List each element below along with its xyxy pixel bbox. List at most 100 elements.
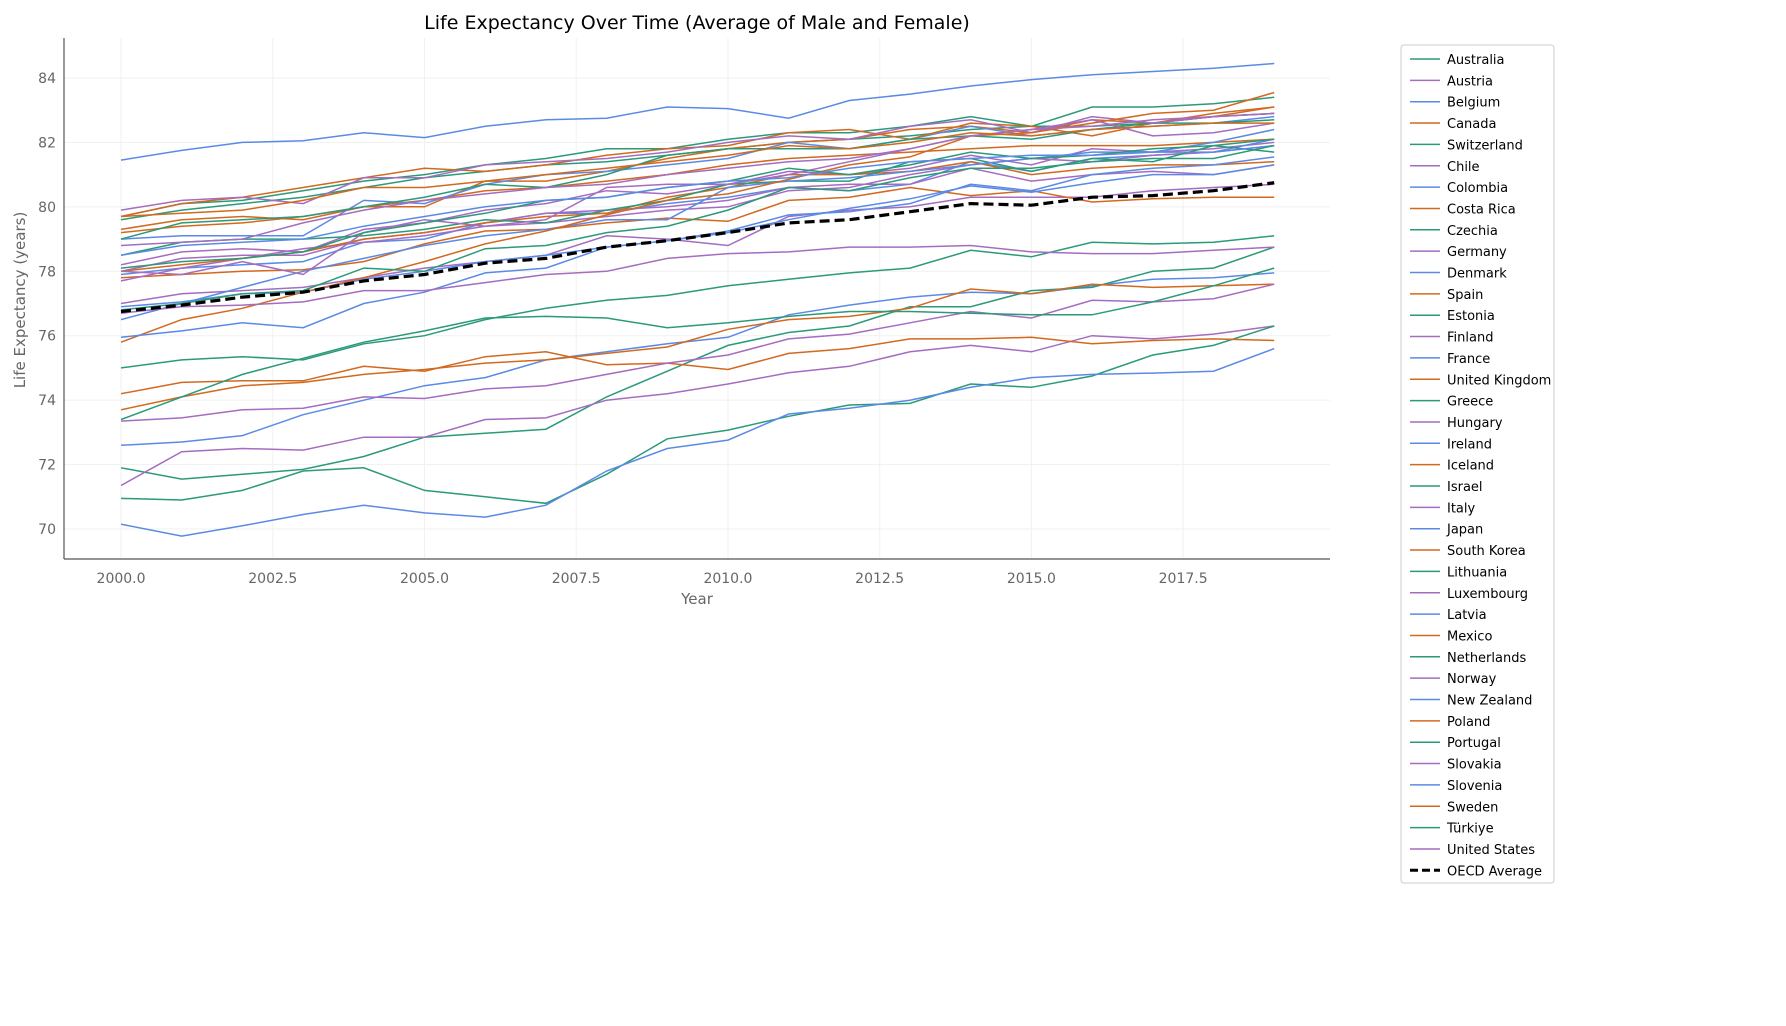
legend-label: New Zealand [1447, 694, 1532, 709]
grid [64, 38, 1330, 559]
x-tick-label: 2017.5 [1159, 571, 1208, 587]
legend-item: Latvia [1410, 608, 1487, 623]
series-line-t-rkiye [120, 267, 1275, 421]
legend-item: OECD Average [1410, 864, 1542, 879]
series-line-czechia [120, 235, 1275, 369]
y-tick-label: 76 [38, 329, 56, 345]
legend-item: Israel [1410, 480, 1483, 495]
legend-item: France [1410, 352, 1490, 367]
y-axis-label: Life Expectancy (years) [11, 212, 29, 389]
series-line-latvia [120, 347, 1275, 537]
x-tick-label: 2007.5 [552, 571, 601, 587]
legend-label: Norway [1447, 672, 1497, 687]
legend-item: Costa Rica [1410, 202, 1516, 217]
legend-label: Sweden [1447, 800, 1498, 815]
series-line-switzerland [120, 96, 1275, 218]
legend-label: Canada [1447, 117, 1496, 132]
legend-item: Norway [1410, 672, 1497, 687]
series-line-italy [120, 112, 1275, 211]
legend: Australia Austria Belgium Canada Switzerland… [1400, 44, 1555, 884]
x-tick-label: 2010.0 [703, 571, 752, 587]
legend-label: Costa Rica [1447, 202, 1516, 217]
series-line-new-zealand [120, 144, 1275, 256]
legend-item: Belgium [1410, 96, 1500, 111]
legend-item: Türkiye [1410, 822, 1494, 837]
y-tick-label: 72 [38, 458, 56, 474]
x-tick-label: 2000.0 [97, 571, 146, 587]
series-line-united-states [120, 244, 1275, 314]
legend-frame [1400, 44, 1555, 884]
y-tick-label: 80 [38, 200, 56, 216]
legend-item: United Kingdom [1410, 373, 1551, 388]
y-tick-label: 84 [38, 71, 56, 87]
legend-item: Mexico [1410, 629, 1492, 644]
legend-label: Spain [1447, 288, 1483, 303]
series-line-slovenia [120, 156, 1275, 339]
legend-item: Italy [1410, 501, 1476, 516]
legend-item: Slovakia [1410, 758, 1502, 773]
x-tick-label: 2015.0 [1007, 571, 1056, 587]
legend-item: Lithuania [1410, 565, 1507, 580]
legend-label: Lithuania [1447, 565, 1507, 580]
legend-item: Germany [1410, 245, 1507, 260]
legend-label: Poland [1447, 715, 1490, 730]
legend-label: Germany [1447, 245, 1507, 260]
x-axis-label: Year [680, 590, 714, 608]
legend-item: United States [1410, 843, 1535, 858]
legend-label: Portugal [1447, 736, 1501, 751]
legend-label: Estonia [1447, 309, 1495, 324]
legend-label: Denmark [1447, 267, 1507, 282]
legend-label: Austria [1447, 74, 1493, 89]
legend-label: Netherlands [1447, 651, 1526, 666]
legend-label: Iceland [1447, 459, 1494, 474]
legend-label: South Korea [1447, 544, 1526, 559]
series-line-poland [120, 283, 1275, 411]
legend-label: Slovakia [1447, 758, 1502, 773]
legend-label: United Kingdom [1447, 373, 1551, 388]
legend-item: Australia [1410, 53, 1505, 68]
legend-label: Luxembourg [1447, 587, 1528, 602]
legend-label: Greece [1447, 395, 1493, 410]
legend-label: France [1447, 352, 1490, 367]
legend-item: Sweden [1410, 800, 1498, 815]
y-tick-label: 70 [38, 522, 56, 538]
series-line-hungary [120, 325, 1275, 487]
legend-label: Slovenia [1447, 779, 1502, 794]
legend-label: Türkiye [1446, 822, 1494, 837]
legend-label: OECD Average [1447, 864, 1542, 879]
legend-label: Hungary [1447, 416, 1503, 431]
y-tick-label: 74 [38, 393, 56, 409]
series-line-mexico [120, 336, 1275, 395]
series-line-colombia [120, 272, 1275, 447]
x-tick-label: 2012.5 [855, 571, 904, 587]
legend-label: Mexico [1447, 629, 1492, 644]
legend-item: Denmark [1410, 267, 1507, 282]
legend-item: Poland [1410, 715, 1490, 730]
series-line-finland [120, 144, 1275, 282]
series-line-south-korea [120, 91, 1275, 343]
legend-label: Finland [1447, 331, 1493, 346]
legend-item: Japan [1410, 523, 1483, 538]
series-line-lithuania [120, 325, 1275, 505]
legend-item: South Korea [1410, 544, 1526, 559]
legend-item: Hungary [1410, 416, 1503, 431]
series-line-greece [120, 144, 1275, 256]
x-tick-label: 2002.5 [248, 571, 297, 587]
chart-title: Life Expectancy Over Time (Average of Ma… [424, 12, 970, 34]
legend-label: Chile [1447, 160, 1480, 175]
legend-item: Luxembourg [1410, 587, 1528, 602]
legend-item: Portugal [1410, 736, 1501, 751]
legend-item: Czechia [1410, 224, 1498, 239]
legend-label: Colombia [1447, 181, 1508, 196]
series-line-japan [120, 62, 1275, 161]
legend-item: Austria [1410, 74, 1493, 89]
legend-label: Ireland [1447, 437, 1492, 452]
series-line-slovakia [120, 283, 1275, 422]
legend-label: United States [1447, 843, 1535, 858]
legend-label: Australia [1447, 53, 1505, 68]
legend-item: Spain [1410, 288, 1483, 303]
series-line-portugal [120, 144, 1275, 311]
legend-item: Colombia [1410, 181, 1508, 196]
legend-item: Netherlands [1410, 651, 1526, 666]
